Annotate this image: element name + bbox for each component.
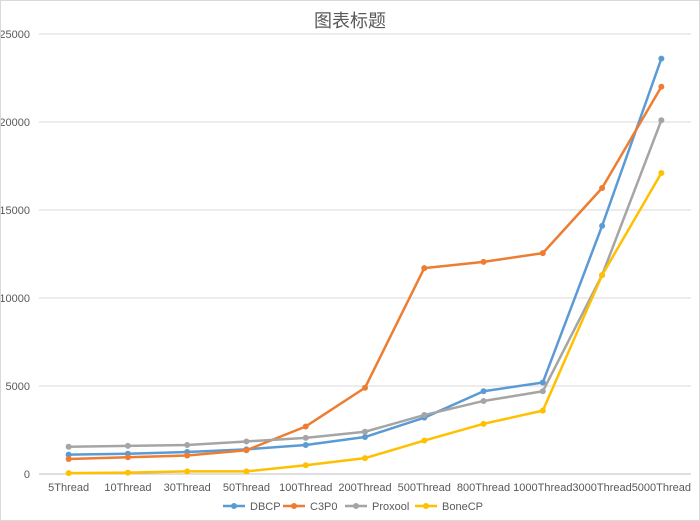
data-point: [65, 470, 72, 477]
data-point: [599, 272, 606, 279]
series-line: [68, 86, 663, 461]
legend-item-c3p0: C3P0: [283, 501, 338, 513]
x-tick-label: 100Thread: [279, 482, 332, 494]
legend-label: DBCP: [250, 501, 281, 513]
data-point: [302, 441, 309, 448]
x-tick-label: 10Thread: [104, 482, 151, 494]
data-point: [124, 469, 131, 476]
legend-label: C3P0: [310, 501, 338, 513]
chart-title: 图表标题: [314, 11, 386, 32]
data-point: [539, 388, 546, 395]
series-line: [68, 119, 663, 448]
data-point: [658, 170, 665, 177]
data-point: [243, 438, 250, 445]
x-tick-label: 1000Thread: [513, 482, 572, 494]
legend-marker: [353, 503, 359, 509]
y-tick-label: 10000: [1, 293, 30, 305]
data-point: [658, 55, 665, 62]
data-point: [362, 455, 368, 462]
series-bonecp: [65, 170, 665, 477]
data-point: [65, 456, 72, 463]
data-point: [480, 397, 487, 404]
legend-item-dbcp: DBCP: [223, 501, 281, 513]
data-point: [302, 434, 309, 441]
x-tick-label: 200Thread: [338, 482, 391, 494]
y-tick-label: 0: [24, 469, 30, 481]
x-axis-ticks: 5Thread 10Thread 30Thread 50Thread 100Thread…: [48, 482, 691, 494]
data-point: [243, 468, 250, 475]
x-tick-label: 50Thread: [223, 482, 270, 494]
series-lines: [65, 55, 665, 477]
data-point: [421, 412, 428, 419]
data-point: [480, 258, 487, 265]
data-point: [421, 265, 428, 272]
x-tick-label: 3000Thread: [572, 482, 631, 494]
y-tick-label: 5000: [6, 381, 30, 393]
x-tick-label: 5000Thread: [632, 482, 691, 494]
data-point: [658, 117, 665, 124]
data-point: [539, 407, 546, 414]
series-c3p0: [65, 83, 665, 463]
legend-label: BoneCP: [442, 501, 483, 513]
data-point: [124, 454, 131, 461]
y-tick-label: 25000: [1, 29, 30, 41]
legend-marker: [423, 503, 429, 509]
data-point: [184, 441, 191, 448]
data-point: [480, 388, 487, 395]
data-point: [65, 443, 72, 450]
y-axis-ticks: 0 5000 10000 15000 20000 25000: [1, 29, 30, 481]
series-line: [68, 172, 663, 475]
y-tick-label: 15000: [1, 205, 30, 217]
data-point: [243, 447, 250, 454]
data-point: [480, 420, 487, 427]
legend-item-bonecp: BoneCP: [415, 501, 483, 513]
data-point: [65, 451, 72, 458]
data-point: [599, 222, 606, 229]
data-point: [539, 379, 546, 386]
legend-label: Proxool: [372, 501, 409, 513]
data-point: [362, 434, 368, 441]
legend-item-proxool: Proxool: [345, 501, 409, 513]
x-tick-label: 500Thread: [398, 482, 451, 494]
data-point: [184, 468, 191, 475]
x-tick-label: 30Thread: [164, 482, 211, 494]
data-point: [421, 437, 428, 444]
legend-marker: [291, 503, 297, 509]
data-point: [302, 423, 309, 430]
data-point: [362, 428, 368, 435]
x-tick-label: 5Thread: [48, 482, 89, 494]
data-point: [362, 384, 368, 391]
gridlines: [39, 33, 691, 475]
data-point: [658, 83, 665, 90]
data-point: [539, 250, 546, 257]
series-proxool: [65, 117, 665, 450]
data-point: [302, 462, 309, 469]
data-point: [184, 452, 191, 459]
legend-marker: [231, 503, 237, 509]
x-tick-label: 800Thread: [457, 482, 510, 494]
data-point: [599, 185, 606, 191]
legend: DBCP C3P0 Proxool BoneCP: [223, 501, 483, 513]
series-line: [68, 58, 663, 456]
y-tick-label: 20000: [1, 117, 30, 129]
series-dbcp: [65, 55, 665, 458]
data-point: [124, 442, 131, 449]
